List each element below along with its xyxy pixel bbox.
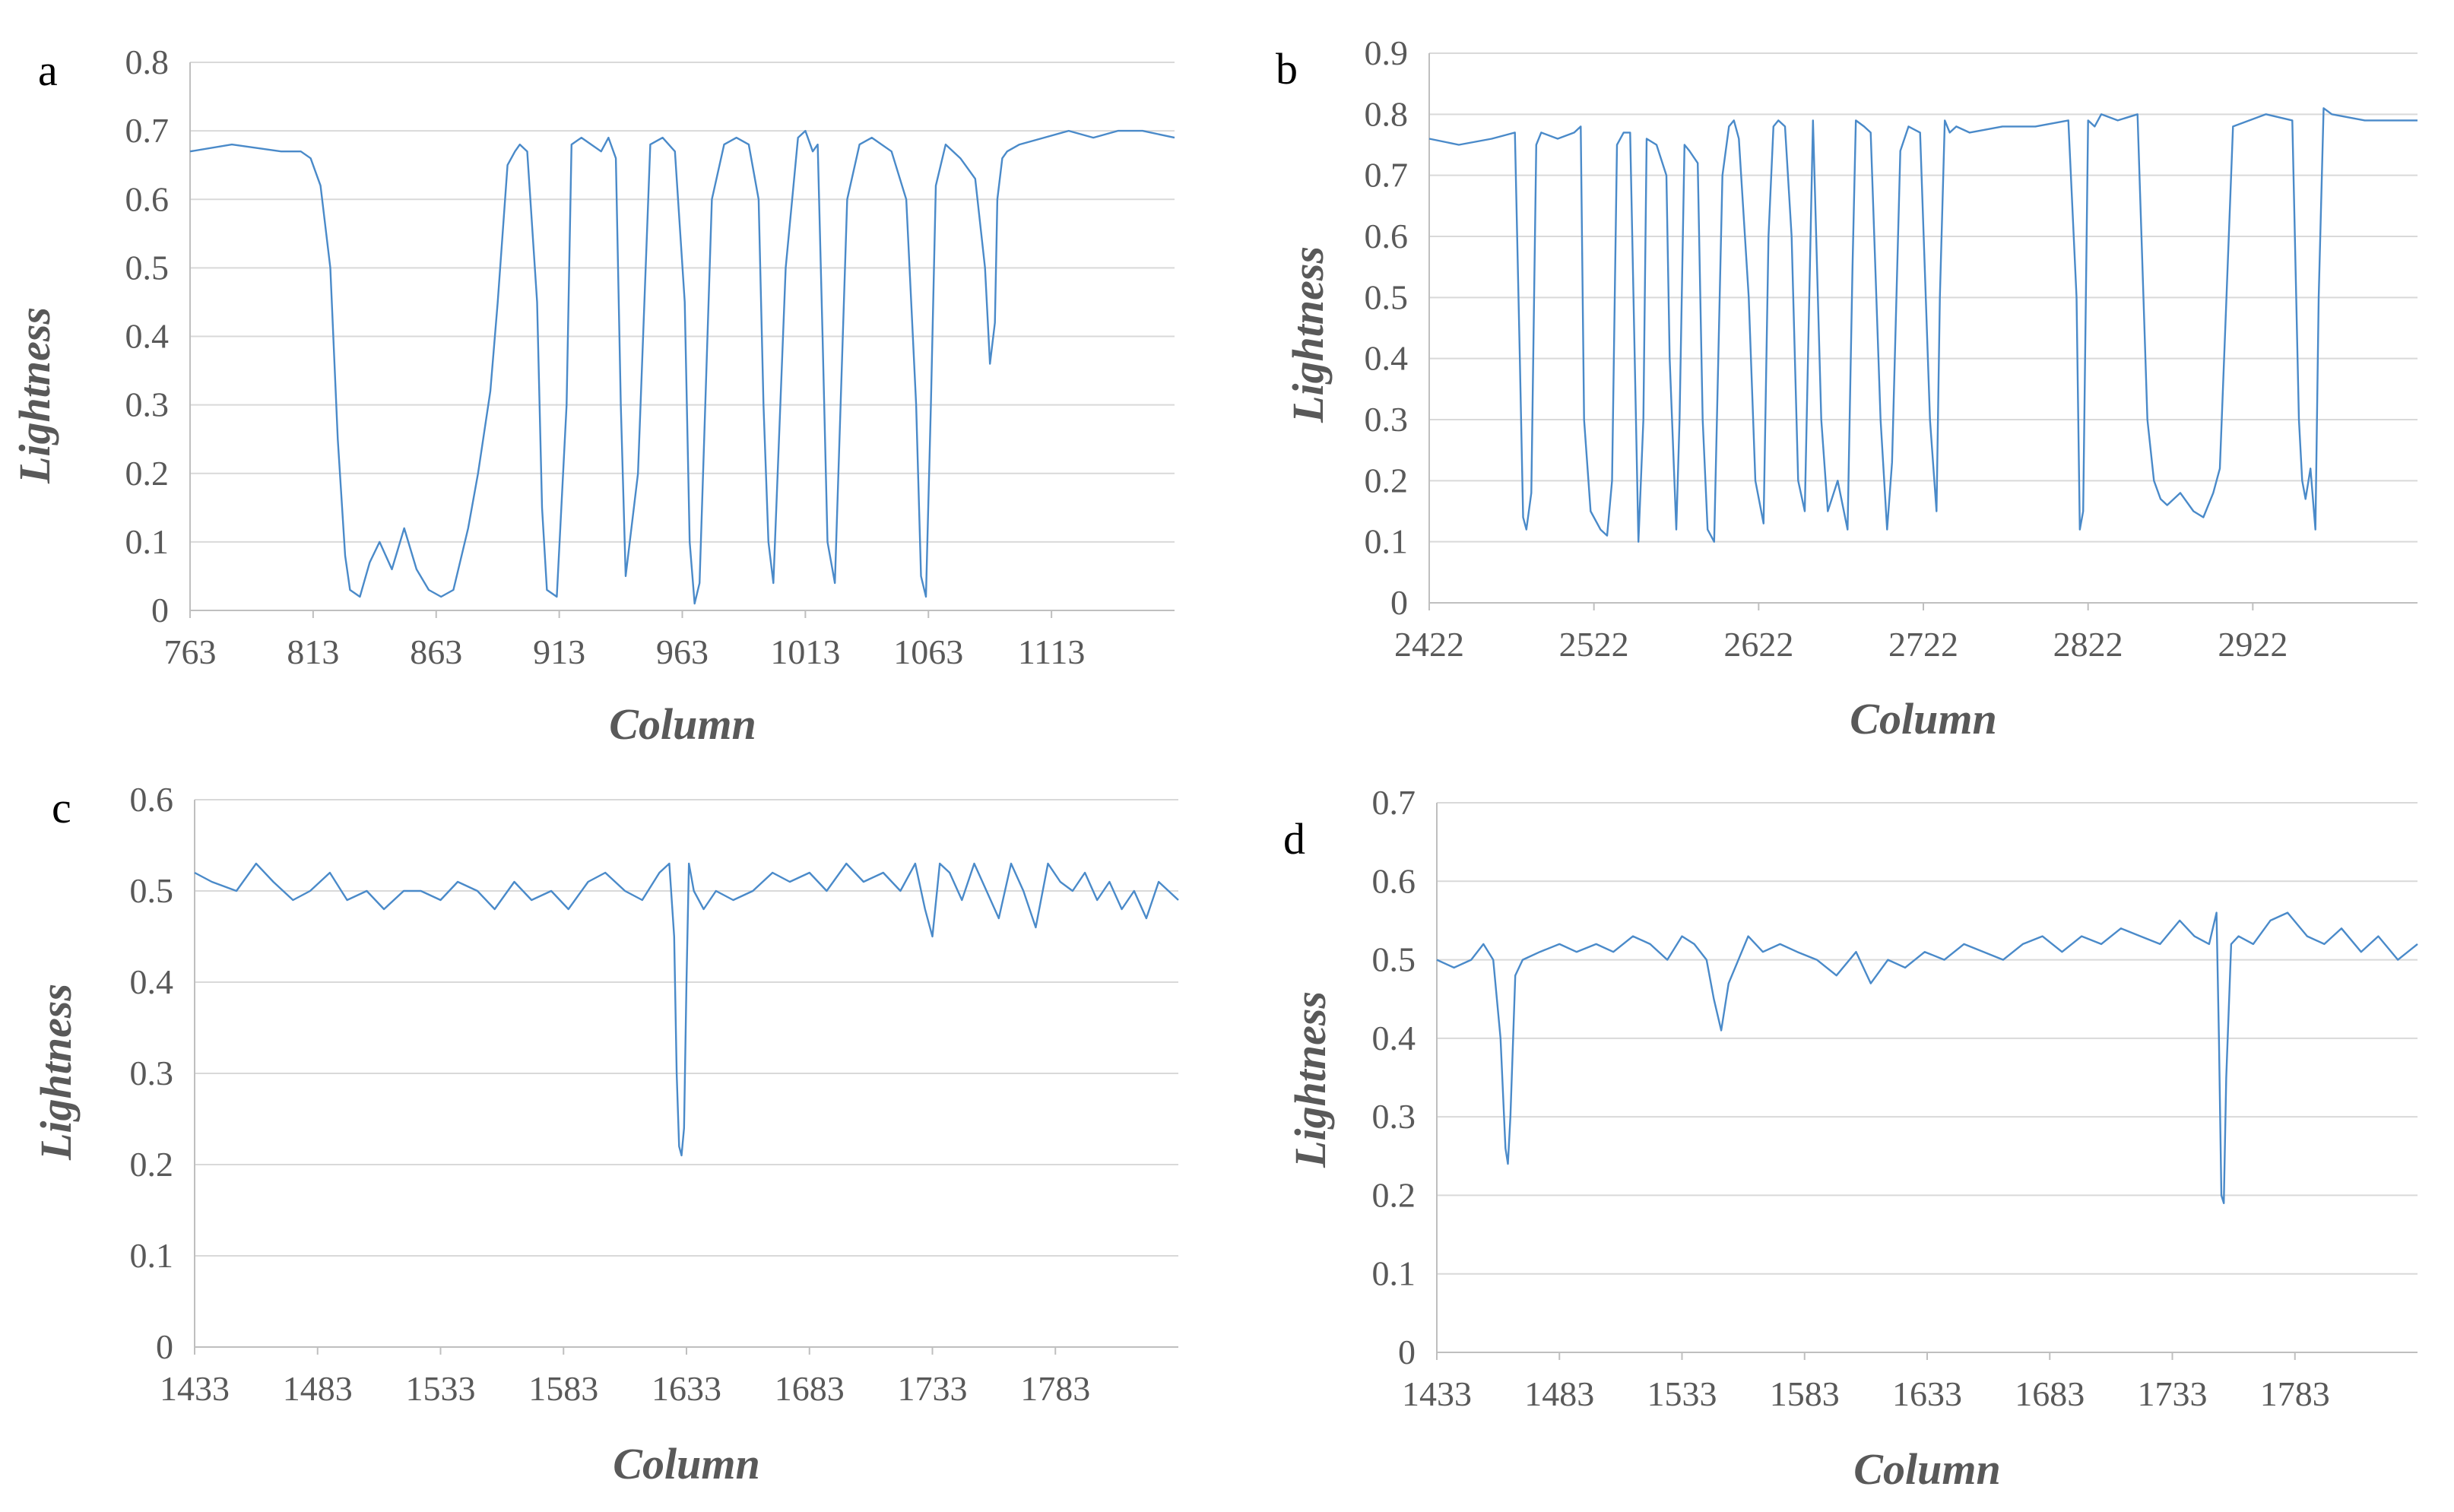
y-axis-title: Lightness — [10, 307, 59, 484]
x-tick-label: 763 — [164, 632, 217, 671]
x-tick-label: 963 — [656, 632, 709, 671]
y-tick-label: 0.1 — [1372, 1254, 1416, 1293]
y-tick-label: 0.2 — [1365, 461, 1409, 499]
series-line-a — [189, 129, 1175, 605]
x-tick-label: 813 — [287, 632, 339, 671]
chart-panel-c: 0 0.1 0.2 0.3 0.4 0.5 0.6 1433 1483 1533 1583 1633 1… — [31, 780, 1179, 1488]
y-tick-label: 0.6 — [1365, 217, 1409, 255]
y-tick-label: 0.5 — [1365, 277, 1409, 316]
y-tick-label: 0.7 — [1365, 156, 1409, 195]
x-tick-label: 2822 — [2053, 625, 2123, 664]
y-tick-label: 0.8 — [1365, 94, 1409, 133]
y-tick-label: 0.4 — [130, 962, 174, 1001]
y-tick-label: 0.8 — [125, 43, 170, 81]
y-tick-label: 0 — [151, 591, 169, 629]
y-tick-label: 0.9 — [1365, 33, 1409, 72]
y-tick-label: 0.3 — [1365, 400, 1409, 439]
y-tick-label: 0.1 — [1365, 522, 1409, 561]
series-line-c — [194, 862, 1179, 1157]
x-tick-label: 1433 — [160, 1369, 230, 1408]
y-tick-label: 0.4 — [125, 317, 170, 356]
chart-panel-a: 0 0.1 0.2 0.3 0.4 0.5 0.6 0.7 0.8 763 813 863 913 963… — [10, 43, 1175, 749]
y-tick-label: 0.3 — [1372, 1097, 1416, 1136]
x-tick-label: 2622 — [1723, 625, 1793, 664]
x-tick-label: 1683 — [775, 1369, 845, 1408]
panel-label: b — [1276, 44, 1298, 94]
x-tick-label: 2422 — [1394, 625, 1464, 664]
y-tick-label: 0.6 — [1372, 861, 1416, 900]
x-tick-label: 1113 — [1018, 632, 1086, 671]
y-axis-title: Lightness — [1286, 991, 1335, 1168]
x-tick-label: 1783 — [2260, 1374, 2330, 1413]
y-axis-title: Lightness — [1283, 246, 1333, 423]
y-tick-label: 0.6 — [125, 179, 170, 218]
x-tick-label: 1483 — [283, 1369, 353, 1408]
y-tick-label: 0.3 — [130, 1054, 174, 1092]
x-tick-label: 2922 — [2218, 625, 2288, 664]
y-axis-title: Lightness — [31, 984, 81, 1161]
y-tick-label: 0.2 — [130, 1145, 174, 1184]
series-line-b — [1428, 107, 2418, 543]
x-tick-label: 2722 — [1888, 625, 1958, 664]
y-tick-label: 0.7 — [125, 111, 170, 150]
series-line-d — [1436, 911, 2418, 1205]
y-tick-label: 0 — [1390, 583, 1408, 622]
x-tick-label: 1533 — [1647, 1374, 1717, 1413]
y-tick-label: 0.3 — [125, 385, 170, 424]
y-tick-label: 0.4 — [1365, 339, 1409, 378]
y-tick-label: 0 — [1398, 1333, 1416, 1371]
y-tick-label: 0.4 — [1372, 1019, 1416, 1057]
x-tick-label: 1483 — [1524, 1374, 1594, 1413]
x-tick-label: 913 — [533, 632, 585, 671]
x-tick-label: 1633 — [1892, 1374, 1962, 1413]
x-tick-label: 1733 — [898, 1369, 968, 1408]
x-tick-label: 1633 — [652, 1369, 721, 1408]
x-tick-label: 1433 — [1402, 1374, 1472, 1413]
x-axis-title: Column — [1850, 694, 1996, 743]
x-axis-title: Column — [609, 699, 756, 749]
x-tick-label: 863 — [410, 632, 462, 671]
y-tick-label: 0.1 — [130, 1236, 174, 1275]
x-axis-title: Column — [613, 1439, 759, 1488]
x-tick-label: 1583 — [528, 1369, 598, 1408]
panel-label: c — [52, 783, 71, 832]
y-tick-label: 0.7 — [1372, 783, 1416, 822]
panel-label: d — [1283, 814, 1305, 864]
x-axis-title: Column — [1853, 1444, 2000, 1494]
chart-panel-d: 0 0.1 0.2 0.3 0.4 0.5 0.6 0.7 1433 1483 1533 1583 16… — [1283, 783, 2418, 1494]
y-tick-label: 0.5 — [125, 248, 170, 287]
y-tick-label: 0.1 — [125, 522, 170, 561]
y-tick-label: 0.2 — [125, 454, 170, 493]
x-tick-label: 1063 — [893, 632, 963, 671]
x-tick-label: 1733 — [2138, 1374, 2208, 1413]
y-tick-label: 0.5 — [130, 871, 174, 910]
x-tick-label: 1583 — [1770, 1374, 1840, 1413]
x-tick-label: 1013 — [770, 632, 840, 671]
chart-panel-b: 0 0.1 0.2 0.3 0.4 0.5 0.6 0.7 0.8 0.9 2422 2522 2622… — [1276, 33, 2418, 743]
x-tick-label: 1683 — [2015, 1374, 2085, 1413]
x-tick-label: 1533 — [406, 1369, 476, 1408]
y-tick-label: 0 — [156, 1327, 173, 1366]
y-tick-label: 0.5 — [1372, 940, 1416, 979]
x-tick-label: 2522 — [1559, 625, 1629, 664]
x-tick-label: 1783 — [1020, 1369, 1090, 1408]
panel-label: a — [38, 46, 58, 95]
y-tick-label: 0.2 — [1372, 1175, 1416, 1214]
y-tick-label: 0.6 — [130, 780, 174, 819]
